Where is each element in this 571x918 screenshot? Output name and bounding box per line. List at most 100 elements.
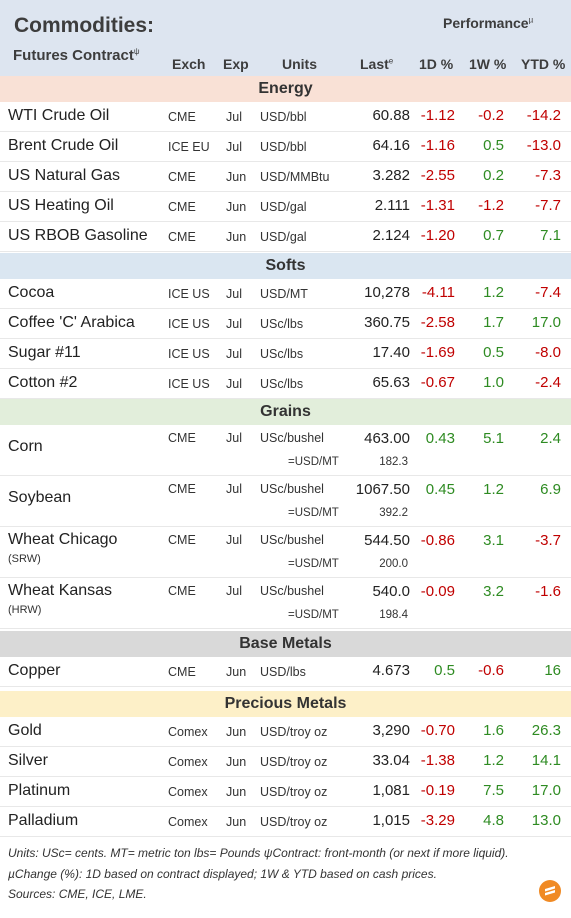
section-energy: Energy — [0, 76, 571, 102]
brand-logo-icon — [539, 880, 561, 902]
change-ytd: -14.2 — [526, 107, 561, 124]
last-price: 1067.50 — [355, 481, 410, 498]
units: USD/bbl — [260, 140, 307, 154]
change-1w: 5.1 — [483, 430, 504, 447]
change-1d: -1.16 — [420, 137, 455, 154]
expiry: Jul — [226, 377, 242, 391]
units: USD/bbl — [260, 110, 307, 124]
units: USD/troy oz — [260, 785, 328, 799]
table-row: Soybean CME Jul USc/bushel 1067.50 0.45 1.2 6.9… — [0, 476, 571, 527]
table-row: Copper CME Jun USD/lbs 4.673 0.5 -0.6 16 — [0, 657, 571, 687]
alt-last-price: 392.2 — [379, 507, 408, 519]
exchange: ICE US — [168, 287, 210, 301]
change-ytd: -7.4 — [535, 284, 561, 301]
exchange: CME — [168, 533, 196, 547]
commodity-name: Platinum — [8, 782, 71, 799]
last-footnote-mark: e — [388, 56, 394, 66]
commodity-name: US RBOB Gasoline — [8, 227, 148, 244]
units: USc/lbs — [260, 347, 304, 361]
exchange: CME — [168, 170, 196, 184]
commodity-name: Coffee 'C' Arabica — [8, 314, 135, 331]
col-header-exp: Exp — [223, 56, 249, 72]
change-1w: 3.1 — [483, 532, 504, 549]
exchange: Comex — [168, 755, 208, 769]
change-1w: 0.2 — [483, 167, 504, 184]
last-price: 4.673 — [372, 662, 410, 679]
expiry: Jul — [226, 317, 242, 331]
table-row: Cocoa ICE US Jul USD/MT 10,278 -4.11 1.2 -7.4 — [0, 279, 571, 309]
commodity-name: Brent Crude Oil — [8, 137, 119, 154]
units: USc/bushel — [260, 482, 324, 496]
expiry: Jun — [226, 170, 247, 184]
section-grains: Grains — [0, 399, 571, 425]
commodity-name: Sugar #11 — [8, 344, 81, 361]
change-1w: 1.7 — [483, 314, 504, 331]
expiry: Jun — [226, 665, 247, 679]
footnote-units: Units: USc= cents. MT= metric ton lbs= P… — [8, 846, 509, 860]
change-1d: -0.86 — [420, 532, 455, 549]
units: USc/lbs — [260, 317, 304, 331]
table-row: Cotton #2 ICE US Jul USc/lbs 65.63 -0.67 1.0 -2… — [0, 369, 571, 399]
change-ytd: -2.4 — [535, 374, 561, 391]
change-ytd: 6.9 — [540, 481, 561, 498]
col-header-ytd: YTD % — [521, 56, 566, 72]
change-1d: 0.43 — [425, 430, 455, 447]
last-price: 1,015 — [372, 812, 410, 829]
units: USc/lbs — [260, 377, 304, 391]
expiry: Jun — [226, 785, 247, 799]
change-1d: -0.09 — [420, 583, 455, 600]
last-price: 3,290 — [372, 722, 410, 739]
exchange: ICE US — [168, 347, 210, 361]
commodity-name: Copper — [8, 662, 61, 679]
change-1w: -0.6 — [478, 662, 504, 679]
performance-label: Performanceµ — [443, 15, 533, 31]
change-1d: -0.19 — [420, 782, 455, 799]
change-1w: 3.2 — [483, 583, 504, 600]
change-ytd: -13.0 — [526, 137, 561, 154]
col-header-1d: 1D % — [419, 56, 454, 72]
change-ytd: 7.1 — [540, 227, 561, 244]
table-row: Coffee 'C' Arabica ICE US Jul USc/lbs 360.75… — [0, 309, 571, 339]
units: USD/gal — [260, 200, 307, 214]
commodity-name: Silver — [8, 752, 49, 769]
change-1d: -4.11 — [421, 284, 455, 301]
table-row: Sugar #11 ICE US Jul USc/lbs 17.40 -1.69 0.5 -8… — [0, 339, 571, 369]
table-row: Palladium Comex Jun USD/troy oz 1,015 -3.29 4.… — [0, 807, 571, 837]
change-1d: 0.5 — [434, 662, 455, 679]
units: USD/lbs — [260, 665, 306, 679]
commodity-subname: (HRW) — [8, 604, 42, 616]
exchange: CME — [168, 200, 196, 214]
expiry: Jul — [226, 287, 242, 301]
exchange: ICE US — [168, 377, 210, 391]
col-header-units: Units — [282, 56, 317, 72]
last-price: 360.75 — [364, 314, 410, 331]
change-1d: -1.20 — [420, 227, 455, 244]
exchange: CME — [168, 230, 196, 244]
change-ytd: 17.0 — [531, 314, 561, 331]
exchange: CME — [168, 482, 196, 496]
commodity-name: Cocoa — [8, 284, 55, 301]
commodity-name: Corn — [8, 438, 43, 455]
units: USD/MMBtu — [260, 170, 330, 184]
units: USc/bushel — [260, 431, 324, 445]
change-1w: 1.2 — [483, 284, 504, 301]
alt-last-price: 198.4 — [379, 609, 408, 621]
contract-footnote-mark: ψ — [133, 47, 140, 56]
change-1w: -0.2 — [478, 107, 504, 124]
expiry: Jul — [226, 482, 242, 496]
footnote-sources: Sources: CME, ICE, LME. — [8, 887, 147, 901]
section-precious-metals: Precious Metals — [0, 691, 571, 717]
exchange: ICE US — [168, 317, 210, 331]
alt-units: =USD/MT — [288, 456, 339, 468]
last-price: 60.88 — [372, 107, 410, 124]
change-ytd: -3.7 — [535, 532, 561, 549]
change-ytd: -1.6 — [535, 583, 561, 600]
change-1d: 0.45 — [425, 481, 455, 498]
commodity-name: Cotton #2 — [8, 374, 78, 391]
expiry: Jul — [226, 110, 242, 124]
expiry: Jun — [226, 200, 247, 214]
performance-text: Performance — [443, 15, 529, 31]
commodity-name: Wheat Kansas — [8, 582, 113, 599]
last-price: 2.124 — [372, 227, 410, 244]
change-1w: 1.2 — [483, 481, 504, 498]
